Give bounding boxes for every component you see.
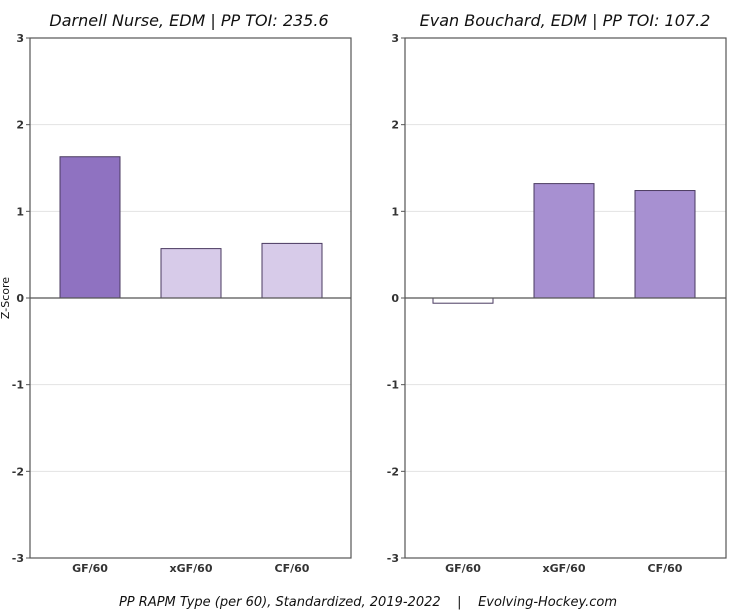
bar-cf-60 xyxy=(261,242,323,299)
y-tick-label: -1 xyxy=(387,379,399,392)
y-tick-label: 2 xyxy=(391,119,399,132)
bar-xgf-60 xyxy=(533,183,595,299)
bar-gf-60 xyxy=(432,297,494,304)
y-axis-label: Z-Score xyxy=(0,277,12,319)
chart-title: Darnell Nurse, EDM | PP TOI: 235.6 xyxy=(49,11,328,30)
y-tick-label: 3 xyxy=(16,32,24,45)
x-category-label: GF/60 xyxy=(445,562,481,575)
x-category-label: GF/60 xyxy=(72,562,108,575)
y-tick-label: -1 xyxy=(12,379,24,392)
footer-caption: PP RAPM Type (per 60), Standardized, 201… xyxy=(119,595,617,610)
y-tick-label: -2 xyxy=(12,465,24,478)
x-category-label: CF/60 xyxy=(648,562,683,575)
x-category-label: xGF/60 xyxy=(543,562,586,575)
y-tick-label: -3 xyxy=(12,552,24,565)
y-tick-label: 0 xyxy=(391,292,399,305)
bar-gf-60 xyxy=(59,156,121,299)
panel-left: 3 2 1 0 -1 -2 -3 GF/60 xGF/60 CF/60 Darnell Nurse,… xyxy=(0,11,352,575)
y-tick-label: 1 xyxy=(16,205,24,218)
panel-right: 3 2 1 0 -1 -2 -3 GF/60 xGF/60 CF/60 Evan Bouchard,… xyxy=(387,11,727,575)
y-tick-label: 1 xyxy=(391,205,399,218)
bar-cf-60 xyxy=(634,190,696,299)
chart-title: Evan Bouchard, EDM | PP TOI: 107.2 xyxy=(420,11,711,30)
y-tick-label: -3 xyxy=(387,552,399,565)
y-tick-label: 2 xyxy=(16,119,24,132)
y-tick-label: -2 xyxy=(387,465,399,478)
y-tick-label: 0 xyxy=(16,292,24,305)
bar-xgf-60 xyxy=(160,248,222,299)
y-tick-label: 3 xyxy=(391,32,399,45)
x-category-label: xGF/60 xyxy=(170,562,213,575)
x-category-label: CF/60 xyxy=(275,562,310,575)
